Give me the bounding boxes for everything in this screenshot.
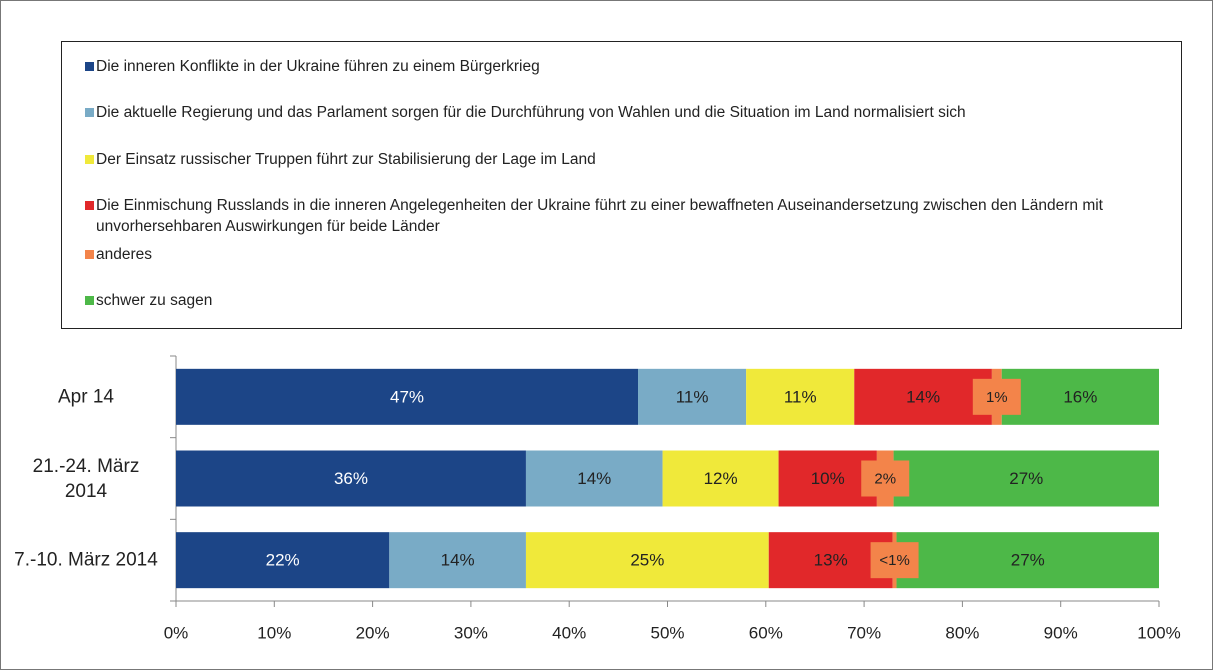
data-label: 22%	[266, 551, 300, 570]
category-label: Apr 14	[58, 386, 114, 408]
x-tick-label: 90%	[1044, 623, 1078, 642]
legend: Die inneren Konflikte in der Ukraine füh…	[61, 41, 1182, 329]
data-label: 13%	[814, 551, 848, 570]
x-tick-label: 30%	[454, 623, 488, 642]
x-tick-label: 60%	[749, 623, 783, 642]
x-tick-label: 40%	[552, 623, 586, 642]
data-label: 27%	[1011, 551, 1045, 570]
legend-swatch	[85, 62, 94, 71]
bar-segment	[176, 368, 639, 425]
legend-swatch	[85, 155, 94, 164]
legend-item: Die aktuelle Regierung und das Parlament…	[85, 102, 1156, 123]
bar-segment	[893, 450, 1159, 507]
bar-segment	[778, 450, 877, 507]
legend-item: Der Einsatz russischer Truppen führt zur…	[85, 149, 1156, 170]
data-label: 14%	[441, 551, 475, 570]
legend-item: anderes	[85, 244, 1156, 265]
data-label: 10%	[811, 469, 845, 488]
category-label: 21.-24. März 2014	[32, 455, 140, 502]
bar-segment	[662, 450, 779, 507]
x-tick-label: 70%	[847, 623, 881, 642]
bar-segment	[638, 368, 747, 425]
x-tick-label: 20%	[356, 623, 390, 642]
data-label: 25%	[630, 551, 664, 570]
bar-segment	[854, 368, 992, 425]
bar-segment	[525, 450, 663, 507]
legend-swatch	[85, 250, 94, 259]
x-tick-label: 10%	[257, 623, 291, 642]
legend-swatch	[85, 201, 94, 210]
legend-item: schwer zu sagen	[85, 290, 1156, 311]
label-box	[861, 460, 910, 497]
data-label: 11%	[784, 387, 817, 406]
legend-item: Die Einmischung Russlands in die inneren…	[85, 195, 1156, 237]
data-label: 14%	[906, 387, 940, 406]
label-box	[870, 542, 919, 579]
bar-segment	[746, 368, 855, 425]
bar-segment	[525, 532, 769, 589]
x-tick-label: 50%	[650, 623, 684, 642]
legend-item: Die inneren Konflikte in der Ukraine füh…	[85, 56, 1156, 77]
category-label: 7.-10. März 2014	[14, 549, 158, 571]
data-label: 1%	[986, 389, 1008, 406]
legend-swatch	[85, 108, 94, 117]
data-label: 16%	[1063, 387, 1097, 406]
bar-segment	[1001, 368, 1159, 425]
bar-segment	[896, 532, 1159, 589]
data-label: 47%	[390, 387, 424, 406]
x-tick-label: 80%	[945, 623, 979, 642]
bar-segment	[176, 450, 526, 507]
label-box	[972, 378, 1021, 415]
data-label: 11%	[676, 387, 709, 406]
data-label: 27%	[1009, 469, 1043, 488]
bar-segment	[176, 532, 390, 589]
data-label: 14%	[577, 469, 611, 488]
x-tick-label: 100%	[1137, 623, 1180, 642]
data-label: 36%	[334, 469, 368, 488]
data-label: 2%	[874, 470, 896, 487]
data-label: <1%	[879, 552, 909, 569]
bar-segment	[389, 532, 526, 589]
x-tick-label: 0%	[164, 623, 189, 642]
data-label: 12%	[704, 469, 738, 488]
legend-swatch	[85, 296, 94, 305]
